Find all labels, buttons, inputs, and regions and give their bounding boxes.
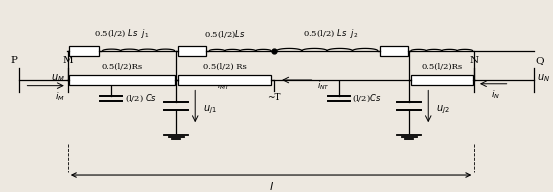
Text: $l$: $l$: [269, 180, 274, 192]
Text: $i_{MT}$: $i_{MT}$: [217, 79, 231, 92]
Text: (l/2) $Cs$: (l/2) $Cs$: [125, 93, 157, 104]
Text: 0.5(l/2) $Ls$  $j_1$: 0.5(l/2) $Ls$ $j_1$: [95, 27, 150, 41]
Text: 0.5(l/2) $Ls$  $j_2$: 0.5(l/2) $Ls$ $j_2$: [303, 27, 358, 41]
Text: 0.5(l/2)Rs: 0.5(l/2)Rs: [102, 63, 143, 71]
Text: 0.5(l/2)Rs: 0.5(l/2)Rs: [421, 63, 462, 71]
Text: $u_{j2}$: $u_{j2}$: [436, 104, 450, 116]
Text: $i_M$: $i_M$: [55, 90, 65, 103]
Bar: [70, 75, 175, 85]
Text: M: M: [62, 56, 73, 65]
Text: P: P: [10, 56, 17, 65]
Text: Q: Q: [535, 56, 544, 65]
Bar: [178, 46, 206, 56]
Bar: [380, 46, 408, 56]
Bar: [70, 46, 100, 56]
Text: N: N: [469, 56, 479, 65]
Text: $i_N$: $i_N$: [492, 89, 500, 101]
Text: $i_{NT}$: $i_{NT}$: [317, 79, 330, 92]
Bar: [178, 75, 271, 85]
Text: $u_{j1}$: $u_{j1}$: [204, 104, 217, 116]
Text: $u_N$: $u_N$: [536, 72, 550, 84]
Text: ~T: ~T: [267, 93, 280, 102]
Text: (l/2)$Cs$: (l/2)$Cs$: [352, 93, 382, 104]
Text: $u_M$: $u_M$: [51, 72, 65, 84]
Text: 0.5(l/2) Rs: 0.5(l/2) Rs: [202, 63, 246, 71]
Text: 0.5(l/2)$Ls$: 0.5(l/2)$Ls$: [204, 29, 246, 41]
Bar: [411, 75, 473, 85]
